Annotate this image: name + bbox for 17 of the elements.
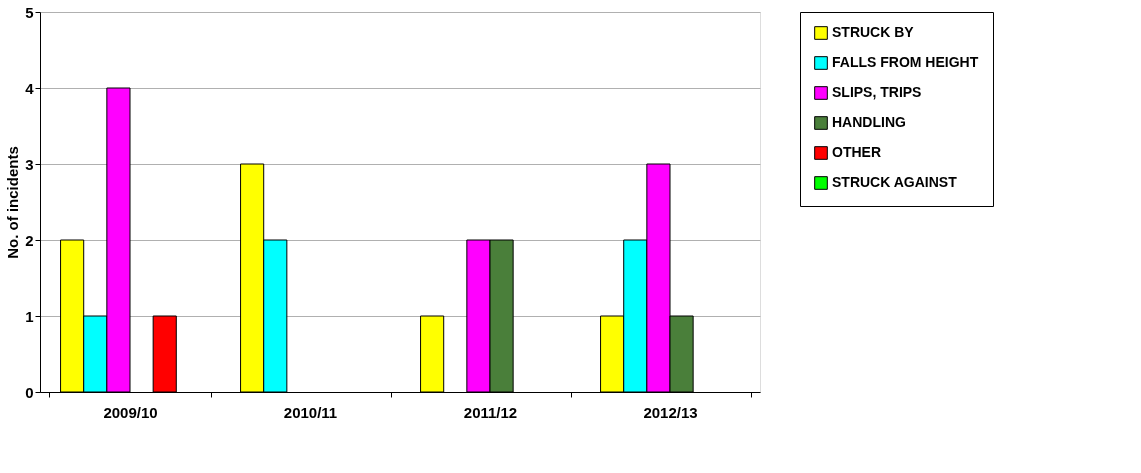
- x-tick-label: 2012/13: [643, 403, 698, 421]
- x-tick-label: 2011/12: [463, 403, 518, 421]
- legend-label: OTHER: [832, 144, 881, 160]
- y-tick-label: 3: [25, 155, 34, 173]
- y-tick-label: 2: [25, 231, 34, 249]
- y-axis-title: No. of incidents: [4, 146, 22, 259]
- x-tick-label: 2010/11: [283, 403, 338, 421]
- legend-label: STRUCK AGAINST: [832, 174, 958, 190]
- y-tick-label: 0: [25, 383, 34, 401]
- legend-label: SLIPS, TRIPS: [832, 84, 922, 100]
- legend-label: FALLS FROM HEIGHT: [832, 54, 979, 70]
- y-tick-label: 4: [25, 79, 35, 97]
- y-tick-label: 5: [25, 3, 34, 21]
- legend-label: STRUCK BY: [832, 24, 915, 40]
- x-tick-label: 2009/10: [103, 403, 158, 421]
- legend-label: HANDLING: [832, 114, 906, 130]
- y-tick-label: 1: [25, 307, 34, 325]
